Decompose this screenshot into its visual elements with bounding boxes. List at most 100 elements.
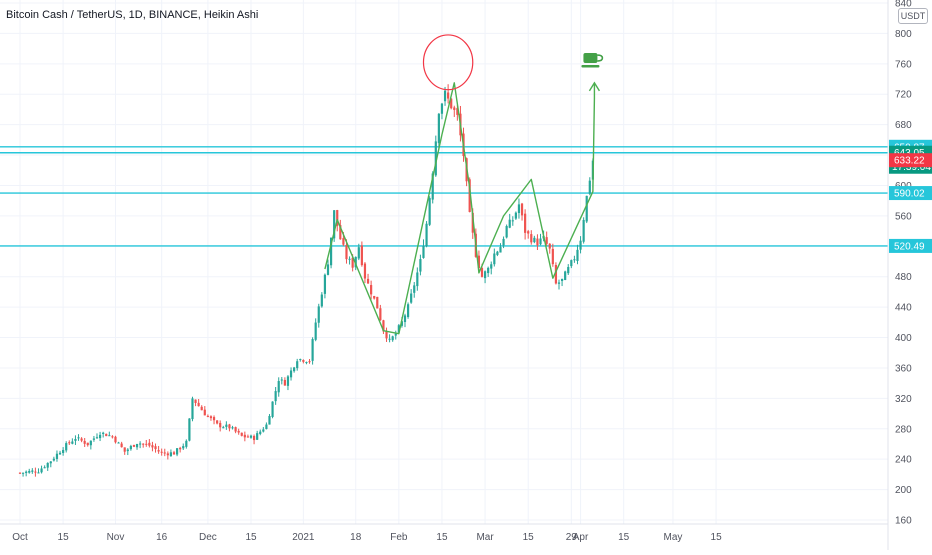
arrow-head [588, 81, 601, 92]
candle [505, 224, 508, 239]
candle [182, 443, 185, 451]
candle-body [163, 452, 166, 454]
candle [68, 440, 71, 445]
candle [323, 273, 327, 299]
candle-body [259, 431, 262, 434]
candle-body [336, 210, 339, 226]
candle [139, 441, 142, 449]
candle-body [135, 443, 139, 448]
candle [317, 303, 320, 328]
candle [437, 112, 440, 149]
candle-body [437, 113, 440, 144]
candle-body [373, 295, 376, 299]
candle [428, 196, 431, 227]
candle [160, 448, 163, 456]
candle-body [434, 141, 437, 176]
candle-body [554, 264, 558, 284]
candle-body [246, 436, 250, 438]
candle-body [154, 446, 157, 450]
candle [154, 443, 157, 453]
candle [246, 434, 250, 438]
candle [234, 426, 237, 434]
candle-body [351, 257, 354, 268]
candle [385, 327, 388, 342]
candle-body [40, 468, 43, 473]
price-tick-label: 800 [895, 29, 912, 40]
candle-body [286, 376, 290, 386]
time-tick-label: 18 [350, 532, 362, 543]
candle-body [511, 220, 514, 222]
candle-body [105, 433, 108, 437]
candle-body [293, 367, 296, 372]
candle-body [419, 259, 422, 272]
price-tag-box [889, 186, 932, 201]
candle [487, 266, 490, 277]
candle-body [274, 391, 277, 402]
candle [388, 334, 391, 343]
candle [490, 261, 493, 275]
candle-body [416, 272, 419, 287]
candle-body [262, 429, 265, 432]
candle-body [370, 285, 373, 295]
candle-body [132, 445, 136, 447]
candle [496, 250, 499, 257]
candle-body [354, 256, 357, 268]
candle-body [166, 453, 169, 456]
candle-body [225, 424, 228, 427]
candle-body [366, 278, 370, 284]
candle-body [83, 440, 86, 444]
candle [188, 418, 191, 442]
candle [37, 468, 40, 474]
candle [293, 366, 296, 373]
drawing-layer [324, 34, 601, 335]
candle-body [194, 399, 197, 403]
candle-body [277, 381, 280, 393]
candle [517, 198, 521, 219]
candle-body [148, 442, 151, 446]
candle-body [34, 471, 37, 473]
candle-body [256, 433, 259, 440]
price-tag-label: 520.49 [894, 241, 925, 252]
coffee-cup-saucer [581, 65, 600, 68]
candle-body [329, 237, 333, 266]
candle-body [533, 237, 536, 243]
candle-body [268, 415, 271, 425]
time-tick-label: Mar [476, 532, 494, 543]
candle-body [480, 267, 484, 277]
candle-body [413, 285, 416, 293]
candle [111, 435, 114, 439]
candle [108, 431, 111, 437]
candle [560, 278, 564, 287]
candle-body [545, 237, 548, 244]
candle [536, 234, 539, 251]
candle [249, 434, 253, 439]
candle-body [406, 304, 410, 318]
unit-badge[interactable]: USDT [898, 8, 928, 24]
candle-body [388, 338, 391, 340]
coffee-cup-handle [597, 54, 604, 62]
candle [80, 437, 83, 443]
candle-body [410, 293, 413, 303]
candle [348, 256, 351, 265]
candle [222, 425, 225, 429]
candle [302, 359, 305, 364]
candle-body [169, 452, 173, 457]
candle-body [86, 442, 89, 446]
candle [502, 236, 505, 249]
candle [277, 377, 280, 397]
candle [114, 435, 117, 444]
candle-body [237, 430, 240, 433]
candle [582, 217, 585, 244]
candle-body [443, 90, 447, 102]
candle-body [320, 294, 323, 307]
candle-body [160, 451, 163, 453]
candle-body [348, 258, 351, 260]
candle-body [185, 440, 188, 447]
candle [333, 210, 336, 242]
price-axis[interactable]: 1602002402803203604004404805205606006406… [895, 0, 912, 527]
price-tick-label: 160 [895, 516, 912, 527]
candle [40, 465, 43, 474]
candle-body [400, 321, 404, 326]
